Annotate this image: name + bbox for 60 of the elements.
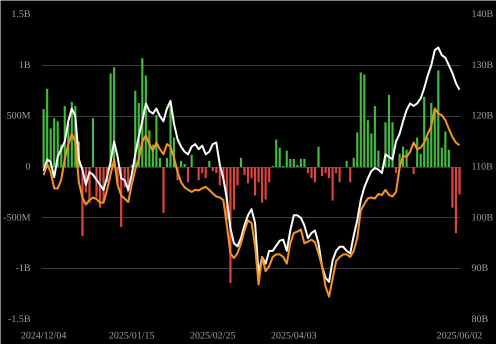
bar (332, 167, 334, 201)
x-tick-label: 2025/02/25 (190, 330, 236, 342)
bar (317, 146, 320, 167)
bar (246, 167, 250, 184)
bar (320, 167, 324, 176)
bar (53, 118, 56, 167)
bar (454, 167, 457, 234)
y-tick-label: 1.5B (11, 9, 31, 20)
y2-tick-label: 80B (472, 314, 488, 325)
y-tick-label: 0 (26, 162, 30, 172)
bar (423, 96, 426, 167)
bar (437, 70, 440, 167)
bar (303, 158, 306, 167)
bar (190, 154, 193, 167)
bar (212, 167, 214, 172)
x-tick-label: 2025/06/02 (436, 330, 482, 342)
bar (187, 167, 190, 182)
bar (349, 167, 352, 182)
y2-tick-label: 130B (472, 60, 494, 71)
bar (198, 167, 200, 180)
bar (204, 167, 207, 178)
bar (286, 150, 288, 167)
bar (394, 167, 398, 174)
y2-tick-label: 110B (472, 162, 494, 172)
bar (184, 164, 186, 167)
x-tick-label: 2025/04/03 (271, 330, 317, 342)
bar (92, 118, 94, 167)
line-series (42, 46, 460, 283)
x-tick-label: 2024/12/04 (20, 330, 66, 342)
bar (338, 167, 341, 182)
bar (261, 167, 264, 203)
bar (208, 160, 210, 167)
y-tick-label: -1.5B (8, 314, 31, 325)
bar (254, 167, 256, 196)
bar (300, 158, 302, 167)
bar (388, 94, 390, 167)
bar (310, 167, 312, 178)
y2-tick-label: 120B (472, 110, 494, 122)
bar (264, 167, 267, 200)
y2-tick-label: 100B (472, 212, 494, 224)
bar (360, 72, 362, 167)
y-tick-label: 500M (6, 110, 31, 122)
bar (314, 167, 316, 182)
bar (275, 140, 278, 167)
bar (346, 160, 348, 167)
bar (374, 106, 376, 167)
bar (162, 167, 164, 213)
bar (363, 74, 366, 167)
bar (180, 160, 182, 167)
bar (412, 167, 415, 174)
y2-tick-label: 90B (472, 263, 488, 274)
y-tick-label: -1B (16, 263, 31, 274)
y-tick-label: 1B (18, 60, 31, 71)
bar (292, 158, 295, 167)
bar (240, 158, 242, 167)
line-series (42, 108, 460, 298)
bar (444, 131, 446, 167)
x-tick-label: 2025/01/15 (108, 330, 154, 342)
y2-tick-label: 140B (472, 9, 494, 20)
y-tick-label: -500M (3, 212, 31, 224)
